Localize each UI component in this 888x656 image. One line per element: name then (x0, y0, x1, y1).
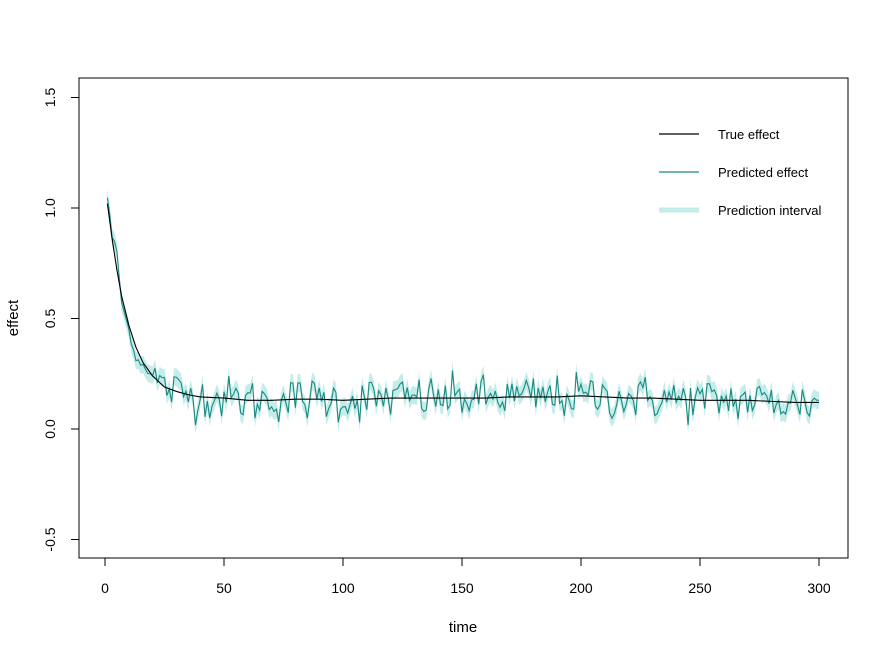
x-tick-label: 50 (216, 580, 232, 596)
y-axis: -0.5 0.0 0.5 1.0 1.5 (42, 88, 80, 552)
legend-label-predicted-effect: Predicted effect (718, 165, 808, 180)
x-tick-label: 100 (331, 580, 355, 596)
x-tick-label: 200 (569, 580, 593, 596)
x-tick-label: 300 (807, 580, 831, 596)
x-tick-label: 150 (450, 580, 474, 596)
true-effect-line (106, 203, 819, 404)
x-axis: 0 50 100 150 200 250 300 (101, 557, 831, 596)
x-tick-label: 0 (101, 580, 109, 596)
legend-label-prediction-interval: Prediction interval (718, 203, 821, 218)
y-axis-title: effect (5, 299, 22, 336)
legend-label-true-effect: True effect (718, 127, 780, 142)
plot-frame (78, 77, 849, 559)
x-axis-title: time (449, 619, 477, 636)
predicted-effect-line (106, 197, 820, 426)
y-tick-label: 1.0 (42, 198, 58, 218)
x-tick-label: 250 (688, 580, 712, 596)
y-tick-label: 1.5 (42, 88, 58, 108)
legend: True effect Predicted effect Prediction … (659, 127, 821, 218)
y-tick-label: 0.0 (42, 419, 58, 439)
y-tick-label: 0.5 (42, 309, 58, 329)
plot-layer (106, 188, 820, 434)
y-tick-label: -0.5 (42, 527, 58, 551)
